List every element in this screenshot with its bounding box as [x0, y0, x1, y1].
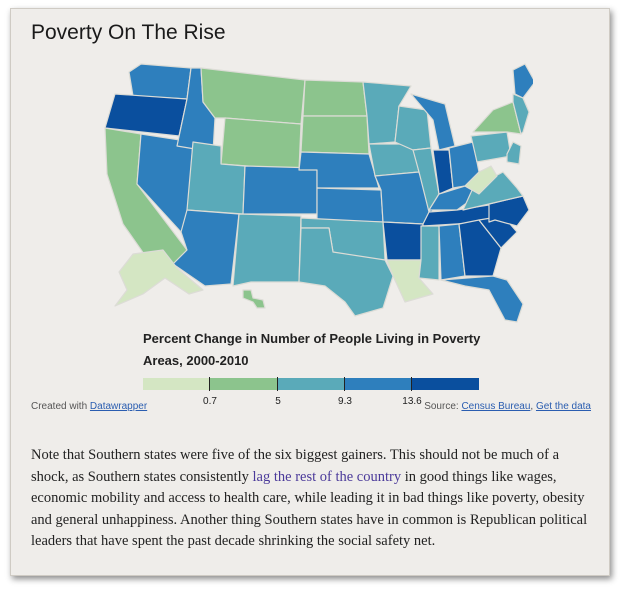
paragraph-part-1: Note that Southern states were five of t… — [31, 447, 560, 485]
state-WA[interactable] — [128, 63, 192, 100]
legend-tick-label: 9.3 — [338, 396, 352, 407]
lag-rest-of-country-link[interactable]: lag the rest of the country — [252, 468, 402, 485]
legend-color-scale — [143, 378, 480, 390]
legend-swatch — [143, 378, 211, 390]
state-MD-DE-NJ[interactable] — [506, 141, 522, 165]
credit-line: Created with Datawrapper — [31, 401, 147, 412]
legend-tick-label: 0.7 — [203, 396, 217, 407]
state-VA[interactable] — [462, 171, 524, 211]
legend-tick — [411, 377, 412, 391]
state-PA[interactable] — [470, 131, 512, 163]
state-TX[interactable] — [298, 227, 394, 317]
state-MS[interactable] — [418, 225, 440, 281]
state-AR[interactable] — [382, 221, 424, 261]
paragraph-part-2: in good things like wages, economic mobi… — [31, 468, 588, 550]
state-MI[interactable] — [410, 93, 456, 151]
state-HI[interactable] — [242, 289, 266, 309]
state-WV[interactable] — [464, 165, 498, 195]
legend-tick-label: 5 — [275, 396, 281, 407]
legend-swatch — [411, 378, 480, 390]
state-CO[interactable] — [242, 165, 318, 215]
state-WY[interactable] — [220, 117, 302, 171]
state-NE-group[interactable] — [512, 93, 530, 135]
state-ND[interactable] — [302, 79, 368, 117]
get-data-link[interactable]: Get the data — [535, 401, 591, 412]
page-title: Poverty On The Rise — [31, 21, 226, 44]
legend-tick — [277, 377, 278, 391]
state-NM[interactable] — [232, 213, 302, 287]
state-WI[interactable] — [394, 105, 432, 151]
state-MT[interactable] — [200, 67, 306, 125]
legend-tick — [344, 377, 345, 391]
source-line: Source: Census Bureau, Get the data — [424, 401, 591, 412]
legend-tick — [209, 377, 210, 391]
state-FL[interactable] — [440, 275, 524, 323]
state-KS[interactable] — [316, 187, 384, 223]
source-prefix: Source: — [424, 401, 462, 412]
credit-prefix: Created with — [31, 401, 90, 412]
state-AK[interactable] — [114, 249, 204, 307]
state-SD[interactable] — [300, 115, 370, 155]
source-separator: , — [530, 401, 536, 412]
census-bureau-link[interactable]: Census Bureau — [461, 401, 531, 412]
article-paragraph: Note that Southern states were five of t… — [31, 445, 591, 553]
state-ME[interactable] — [512, 63, 533, 99]
state-GA[interactable] — [458, 219, 502, 277]
us-choropleth-map — [104, 63, 533, 323]
legend-swatch — [210, 378, 278, 390]
legend-swatch — [344, 378, 412, 390]
legend-title: Percent Change in Number of People Livin… — [143, 331, 481, 368]
datawrapper-link[interactable]: Datawrapper — [89, 401, 148, 412]
legend-swatch — [277, 378, 345, 390]
legend-tick-label: 13.6 — [402, 396, 422, 407]
chart-card: Poverty On The Rise — [10, 8, 610, 576]
